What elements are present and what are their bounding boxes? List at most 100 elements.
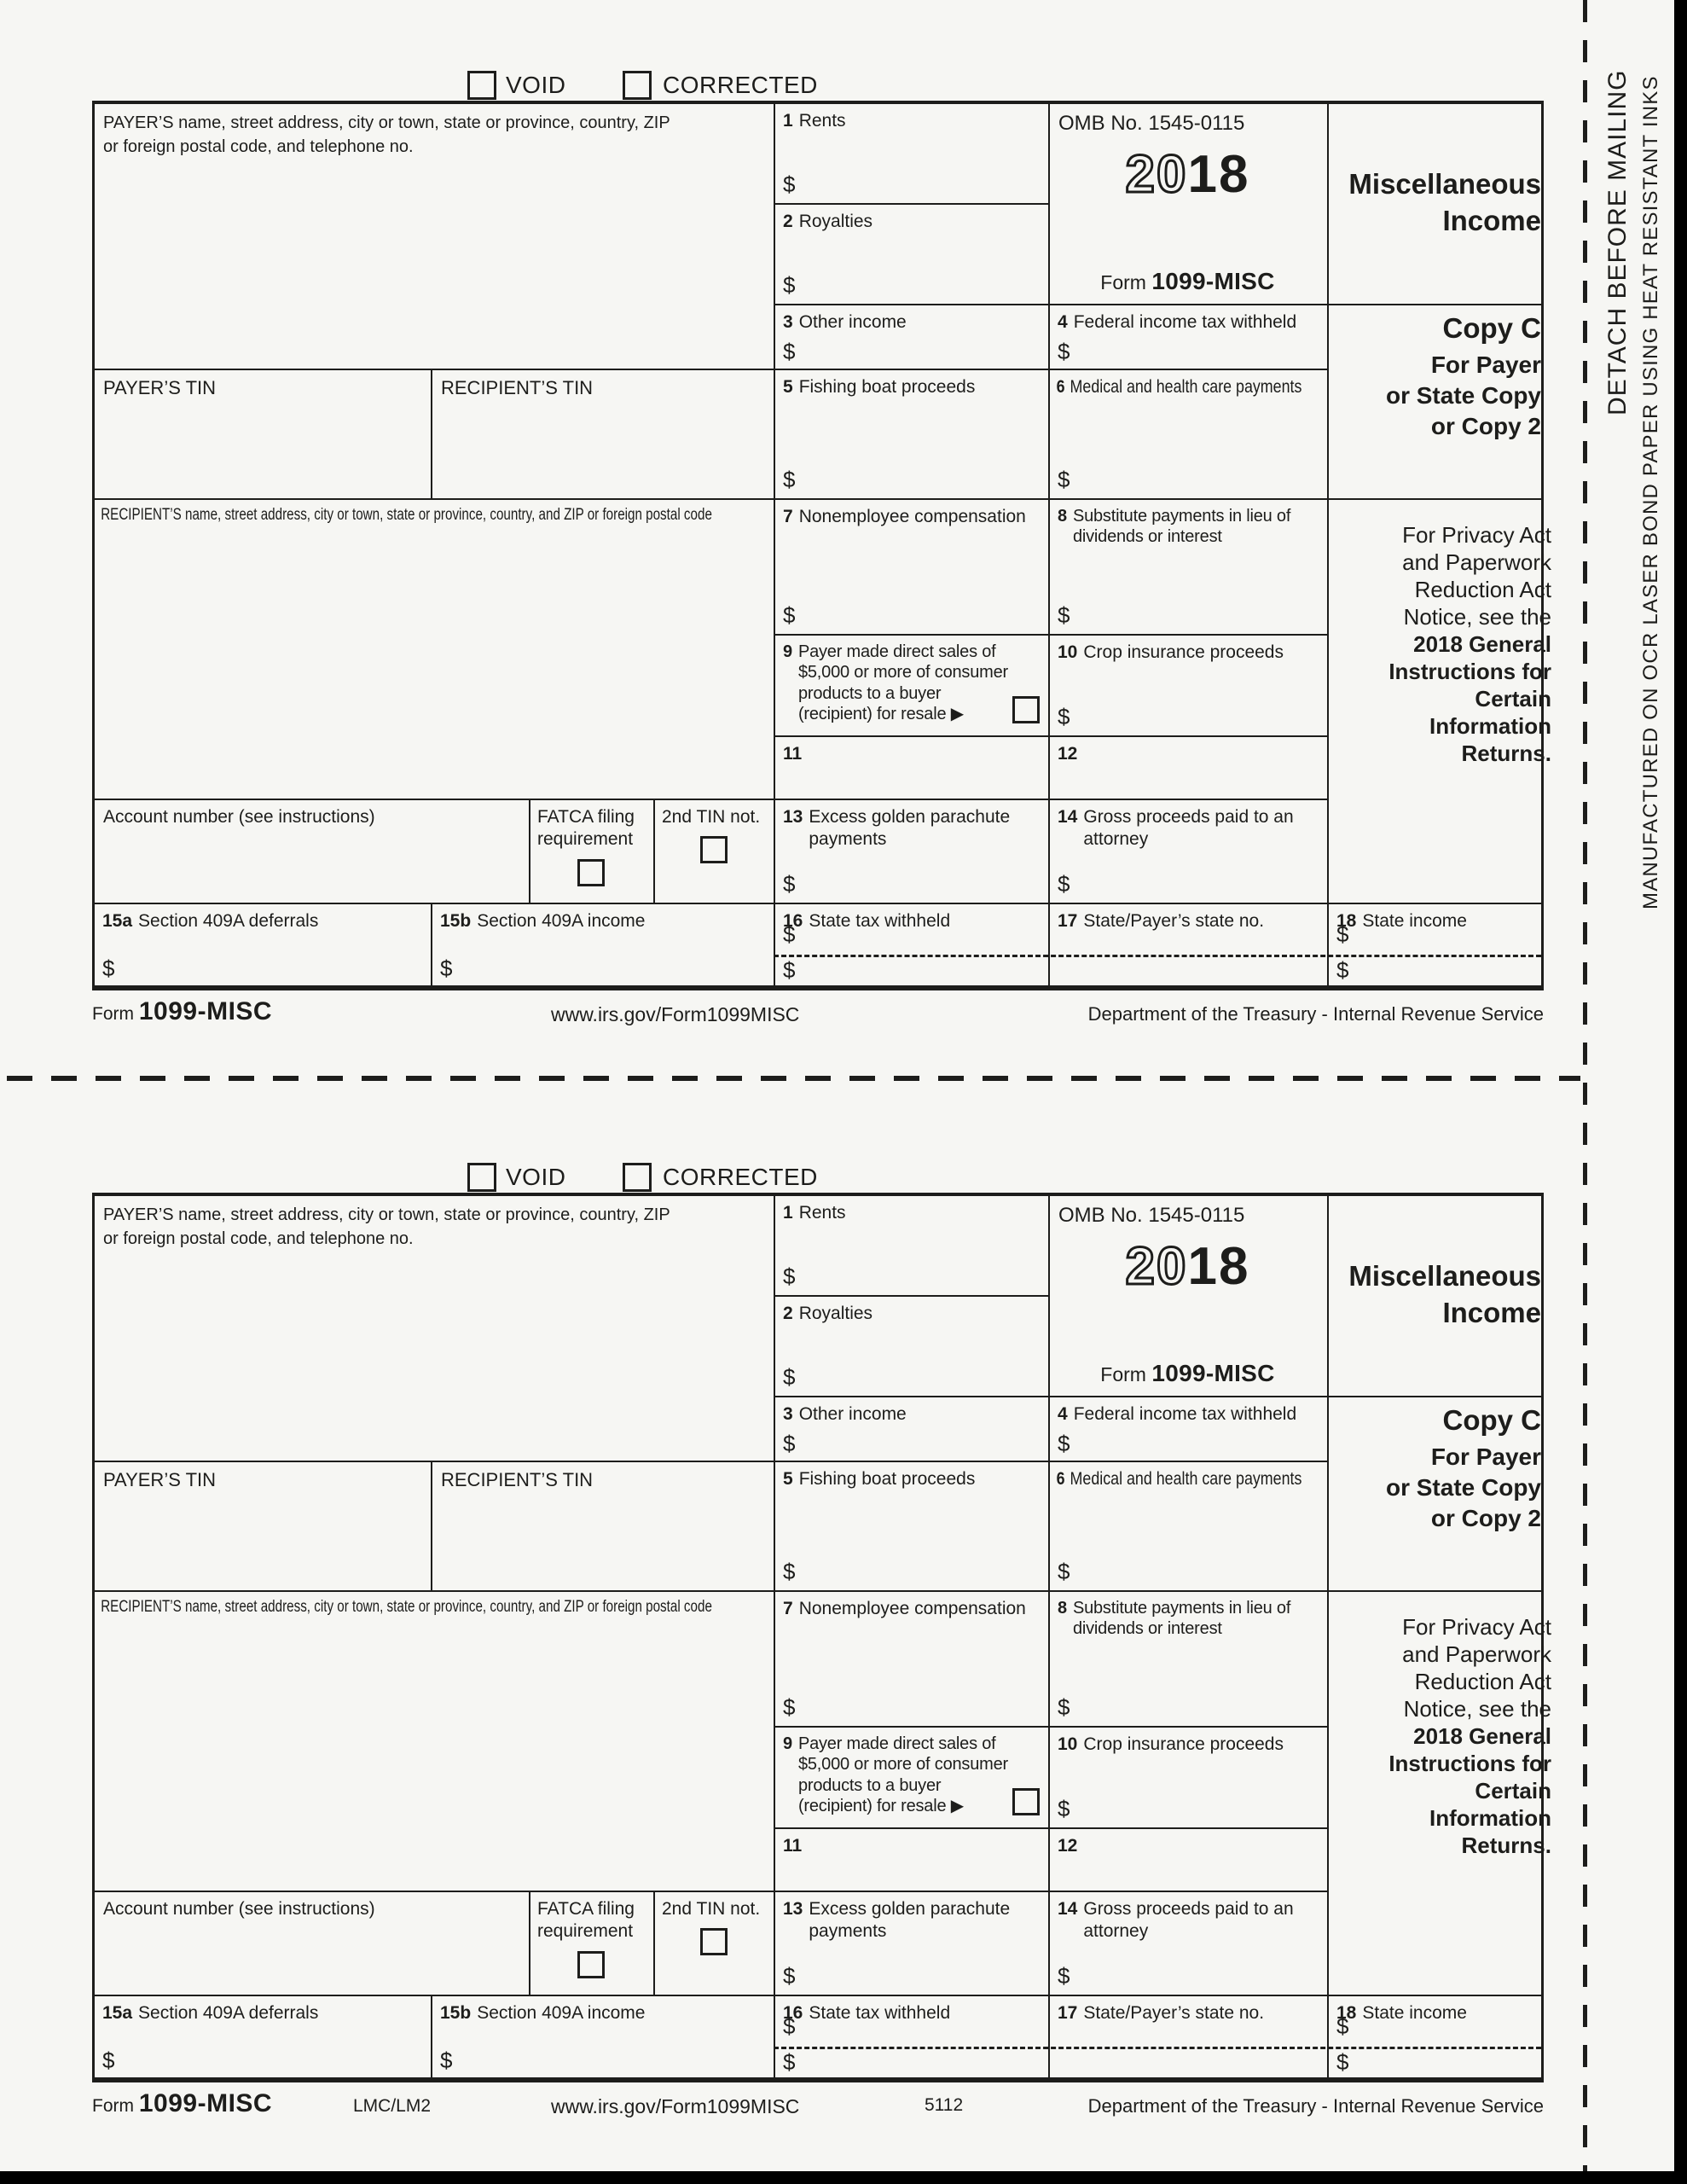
recipient-tin-field[interactable]: RECIPIENT’S TIN [432,370,772,497]
box-13-golden-parachute[interactable]: 13 Excess golden parachute payments $ [775,1892,1048,1993]
second-tin-checkbox[interactable] [699,1928,728,1956]
copy-subtitle: For Payer or State Copy or Copy 2 [1385,351,1541,439]
box-15a-409a-deferrals[interactable]: 15a Section 409A deferrals $ [95,1996,429,2077]
dollar-sign: $ [102,956,115,981]
direct-sales-checkbox[interactable] [1012,1788,1040,1815]
void-checkbox[interactable] [467,1163,496,1192]
box-11[interactable]: 11 [775,737,1048,797]
dashed-rule [774,955,1541,957]
fatca-cell: FATCA filing requirement [530,800,652,901]
dollar-sign: $ [783,2013,796,2039]
tax-year: 2018 [1050,1236,1325,1298]
box-number: 17 [1058,911,1078,931]
box-15a-409a-deferrals[interactable]: 15a Section 409A deferrals $ [95,904,429,985]
dollar-sign: $ [1058,704,1070,729]
box-8-substitute-payments[interactable]: 8 Substitute payments in lieu of dividend… [1050,500,1325,632]
box-16-state-tax[interactable]: 16 State tax withheld $ $ [775,1996,1048,2077]
recipient-tin-field[interactable]: RECIPIENT’S TIN [432,1462,772,1589]
box-label: Fishing boat proceeds [798,1469,976,1489]
manufactured-note-text: MANUFACTURED ON OCR LASER BOND PAPER USI… [1639,75,1662,909]
box-17-state-number[interactable]: 17 State/Payer’s state no. [1050,904,1325,985]
box-14-attorney-proceeds[interactable]: 14 Gross proceeds paid to an attorney $ [1050,1892,1325,1993]
box-5-fishing-boat[interactable]: 5 Fishing boat proceeds $ [775,1462,1048,1589]
second-tin-checkbox[interactable] [699,836,728,864]
box-8-substitute-payments[interactable]: 8 Substitute payments in lieu of dividend… [1050,1592,1325,1724]
box-label: Federal income tax withheld [1073,312,1297,332]
dollar-sign: $ [783,602,796,628]
payer-tin-label: PAYER’S TIN [103,1469,217,1490]
box-number: 12 [1058,1836,1078,1856]
title-block: Miscellaneous Income [1329,1196,1550,1394]
box-2-royalties[interactable]: 2 Royalties $ [775,205,1048,302]
form-number: 1099-MISC [1151,1360,1275,1386]
box-number: 3 [783,312,793,332]
box-1-rents[interactable]: 1 Rents $ [775,1196,1048,1293]
copy-c-block: Copy C For Payer or State Copy or Copy 2 [1329,1397,1550,1595]
box-label: Other income [798,312,907,332]
corrected-label: CORRECTED [663,72,818,98]
form-word: Form [1100,1363,1146,1385]
box-3-other-income[interactable]: 3 Other income $ [775,1397,1048,1459]
corrected-label: CORRECTED [663,1164,818,1190]
h-rule [95,1891,1329,1892]
box-7-nonemployee-comp[interactable]: 7 Nonemployee compensation $ [775,1592,1048,1724]
payer-name-block[interactable]: PAYER’S name, street address, city or to… [95,104,772,367]
tax-year: 2018 [1050,144,1325,206]
box-6-medical-payments[interactable]: 6 Medical and health care payments $ [1050,370,1325,497]
corrected-checkbox[interactable] [623,1163,652,1192]
box-label: Royalties [798,212,873,231]
box-18-state-income[interactable]: 18 State income $ $ [1329,904,1541,985]
payer-tin-field[interactable]: PAYER’S TIN [95,1462,429,1589]
box-18-state-income[interactable]: 18 State income $ $ [1329,1996,1541,2077]
box-15b-409a-income[interactable]: 15b Section 409A income $ [432,1996,772,2077]
payer-name-block[interactable]: PAYER’S name, street address, city or to… [95,1196,772,1459]
box-13-golden-parachute[interactable]: 13 Excess golden parachute payments $ [775,800,1048,901]
fatca-checkbox[interactable] [577,1950,605,1978]
box-4-federal-tax-withheld[interactable]: 4 Federal income tax withheld $ [1050,1397,1325,1459]
box-4-federal-tax-withheld[interactable]: 4 Federal income tax withheld $ [1050,305,1325,367]
box-12[interactable]: 12 [1050,1829,1325,1889]
v-rule [1327,104,1329,985]
box-2-royalties[interactable]: 2 Royalties $ [775,1297,1048,1394]
box-9-direct-sales[interactable]: 9 Payer made direct sales of $5,000 or mo… [775,1728,1048,1826]
box-9-direct-sales[interactable]: 9 Payer made direct sales of $5,000 or mo… [775,636,1048,734]
v-rule [1048,1196,1050,2077]
box-10-crop-insurance[interactable]: 10 Crop insurance proceeds $ [1050,1728,1325,1826]
recipient-name-block[interactable]: RECIPIENT’S name, street address, city o… [95,500,772,797]
box-10-crop-insurance[interactable]: 10 Crop insurance proceeds $ [1050,636,1325,734]
privacy-bold-text: 2018 General Instructions for Certain In… [1388,630,1551,766]
box-number: 11 [783,1836,803,1856]
account-number-field[interactable]: Account number (see instructions) [95,800,527,901]
fatca-checkbox[interactable] [577,858,605,886]
box-12[interactable]: 12 [1050,737,1325,797]
form-title: Miscellaneous Income [1348,1260,1541,1328]
box-3-other-income[interactable]: 3 Other income $ [775,305,1048,367]
dollar-sign: $ [1058,467,1070,492]
box-1-rents[interactable]: 1 Rents $ [775,104,1048,201]
box-number: 15a [102,911,133,931]
form-copy-2: VOID CORRECTED PAYER’S name, street addr… [92,1162,1551,2129]
corrected-checkbox[interactable] [623,71,652,100]
payer-tin-field[interactable]: PAYER’S TIN [95,370,429,497]
box-7-nonemployee-comp[interactable]: 7 Nonemployee compensation $ [775,500,1048,632]
box-14-attorney-proceeds[interactable]: 14 Gross proceeds paid to an attorney $ [1050,800,1325,901]
void-checkbox[interactable] [467,71,496,100]
box-6-medical-payments[interactable]: 6 Medical and health care payments $ [1050,1462,1325,1589]
second-tin-label: 2nd TIN not. [662,1899,761,1919]
account-number-field[interactable]: Account number (see instructions) [95,1892,527,1993]
second-tin-label: 2nd TIN not. [662,807,761,827]
box-16-state-tax[interactable]: 16 State tax withheld $ $ [775,904,1048,985]
box-15b-409a-income[interactable]: 15b Section 409A income $ [432,904,772,985]
recipient-name-block[interactable]: RECIPIENT’S name, street address, city o… [95,1592,772,1889]
dollar-sign: $ [783,2049,796,2075]
box-5-fishing-boat[interactable]: 5 Fishing boat proceeds $ [775,370,1048,497]
direct-sales-checkbox[interactable] [1012,696,1040,723]
box-label: Section 409A deferrals [138,911,319,931]
box-11[interactable]: 11 [775,1829,1048,1889]
box-label: Substitute payments in lieu of dividends… [1072,507,1291,547]
box-number: 1 [783,111,793,131]
box-label: Crop insurance proceeds [1083,642,1284,662]
box-17-state-number[interactable]: 17 State/Payer’s state no. [1050,1996,1325,2077]
v-rule [431,1996,432,2077]
year-bold: 18 [1187,1237,1250,1296]
